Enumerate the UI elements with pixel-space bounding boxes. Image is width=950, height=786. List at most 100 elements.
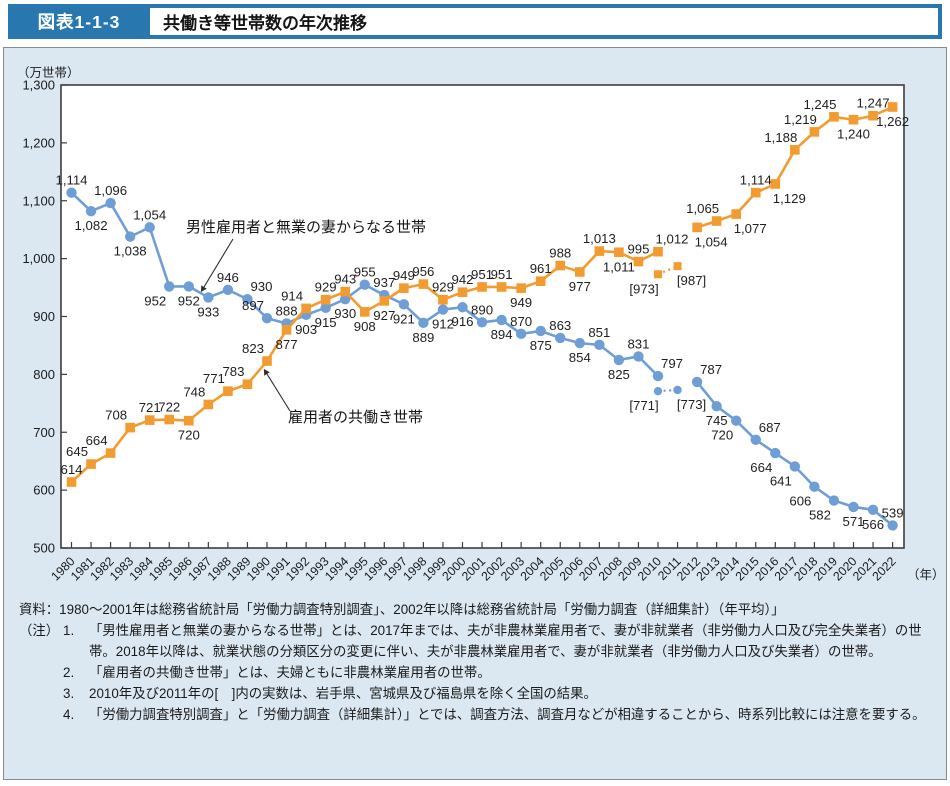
data-label: 951 bbox=[491, 267, 513, 282]
y-tick-label: 1,300 bbox=[22, 78, 55, 93]
data-label: 888 bbox=[276, 303, 298, 318]
data-label: 870 bbox=[510, 314, 532, 329]
data-label: 961 bbox=[530, 261, 552, 276]
data-label: 930 bbox=[334, 306, 356, 321]
note-text: 2010年及び2011年の[ ]内の実数は、岩手県、宮城県及び福島県を除く全国の… bbox=[89, 686, 597, 702]
data-label: 903 bbox=[295, 322, 317, 337]
data-point-circle bbox=[340, 293, 351, 305]
data-label: 1,114 bbox=[740, 173, 772, 188]
note-text: 「労働力調査特別調査」と「労働力調査（詳細集計）」とでは、調査方法、調査月などが… bbox=[89, 707, 926, 723]
data-label: 771 bbox=[203, 371, 225, 386]
data-label: 1,038 bbox=[114, 244, 147, 259]
note-item: 1. 「男性雇用者と無業の妻からなる世帯」とは、2017年までは、夫が非農林業雇用… bbox=[63, 620, 935, 662]
data-point-circle bbox=[418, 317, 429, 329]
data-label: 952 bbox=[144, 293, 166, 308]
chart-footer: 資料：1980〜2001年は総務省統計局「労働力調査特別調査」、2002年以降は… bbox=[19, 599, 935, 725]
data-label: 787 bbox=[700, 362, 722, 377]
data-point-circle bbox=[398, 299, 410, 310]
data-point-circle bbox=[457, 302, 468, 313]
data-point-square bbox=[105, 448, 116, 458]
data-point-square bbox=[555, 260, 566, 271]
data-label: 1,011 bbox=[603, 259, 635, 274]
data-point-square bbox=[887, 102, 898, 112]
notes-list: 1. 「男性雇用者と無業の妻からなる世帯」とは、2017年までは、夫が非農林業雇用… bbox=[63, 620, 935, 725]
data-label: 890 bbox=[471, 302, 493, 317]
data-point-circle bbox=[535, 325, 546, 337]
data-point-circle bbox=[66, 187, 77, 198]
data-point-circle bbox=[515, 328, 527, 340]
data-point-square bbox=[770, 179, 781, 189]
data-point-square bbox=[535, 276, 546, 286]
y-tick-label: 900 bbox=[33, 309, 55, 324]
data-point-circle bbox=[574, 337, 585, 349]
data-label: 851 bbox=[588, 325, 610, 340]
data-label: 875 bbox=[530, 338, 552, 353]
data-point-square bbox=[184, 415, 194, 426]
data-point-circle bbox=[653, 386, 663, 396]
data-point-square bbox=[66, 477, 77, 487]
data-point-square bbox=[673, 262, 682, 271]
data-label: 977 bbox=[569, 279, 591, 294]
data-point-square bbox=[496, 282, 507, 292]
note-item: 4. 「労働力調査特別調査」と「労働力調査（詳細集計）」とでは、調査方法、調査月な… bbox=[63, 704, 935, 725]
data-point-square bbox=[399, 283, 409, 293]
y-tick-label: 600 bbox=[33, 483, 55, 498]
data-label: 823 bbox=[242, 341, 264, 356]
data-label: 1,188 bbox=[764, 130, 797, 145]
annotation-arrowhead bbox=[263, 368, 270, 376]
data-point-square bbox=[242, 379, 253, 390]
data-point-circle bbox=[242, 293, 253, 305]
data-point-square bbox=[848, 114, 859, 125]
data-point-square bbox=[711, 216, 722, 226]
data-label: 956 bbox=[412, 264, 434, 279]
data-label: 687 bbox=[759, 420, 781, 435]
data-point-circle bbox=[809, 481, 820, 492]
data-label: 614 bbox=[60, 462, 82, 477]
data-label: 783 bbox=[222, 364, 244, 379]
data-label: 914 bbox=[281, 288, 303, 303]
data-label: 539 bbox=[882, 505, 904, 520]
x-axis-suffix: （年） bbox=[907, 568, 943, 582]
data-label: [987] bbox=[677, 273, 706, 288]
data-label: 1,247 bbox=[857, 96, 890, 111]
data-label: [973] bbox=[629, 281, 658, 296]
data-label: 1,012 bbox=[655, 232, 688, 247]
data-label: 929 bbox=[432, 280, 454, 295]
data-label: 915 bbox=[315, 315, 337, 330]
data-label: 745 bbox=[706, 413, 728, 428]
data-label: 854 bbox=[569, 350, 591, 365]
series-annotation: 男性雇用者と無業の妻からなる世帯 bbox=[186, 219, 426, 236]
data-label: 1,129 bbox=[773, 191, 806, 206]
data-point-circle bbox=[867, 504, 879, 516]
data-point-square bbox=[653, 246, 663, 257]
data-label: 722 bbox=[158, 400, 180, 415]
data-point-circle bbox=[731, 415, 742, 426]
data-label: 943 bbox=[334, 272, 356, 287]
data-label: 566 bbox=[862, 517, 884, 532]
data-point-circle bbox=[437, 304, 449, 315]
data-point-circle bbox=[359, 279, 370, 290]
data-label: 1,054 bbox=[133, 207, 166, 222]
data-label: 1,082 bbox=[75, 218, 108, 233]
note-item: 3. 2010年及び2011年の[ ]内の実数は、岩手県、宮城県及び福島県を除く全… bbox=[63, 683, 935, 704]
data-point-square bbox=[614, 247, 624, 258]
note-number: 2. bbox=[63, 665, 75, 681]
annotation-arrowhead bbox=[200, 285, 207, 293]
data-point-circle bbox=[673, 385, 682, 395]
note-label: （注） bbox=[19, 623, 60, 639]
data-point-square bbox=[868, 110, 878, 121]
data-point-square bbox=[809, 127, 820, 137]
data-point-circle bbox=[85, 205, 97, 217]
data-point-square bbox=[654, 270, 662, 279]
data-label: 1,065 bbox=[686, 201, 719, 216]
data-label: 582 bbox=[809, 508, 831, 523]
data-point-circle bbox=[887, 520, 898, 531]
data-point-square bbox=[731, 209, 741, 219]
data-label: 951 bbox=[471, 267, 493, 282]
data-point-square bbox=[379, 296, 390, 306]
note-number: 3. bbox=[63, 686, 75, 702]
data-label: 942 bbox=[451, 272, 473, 287]
data-label: 1,245 bbox=[803, 97, 836, 112]
